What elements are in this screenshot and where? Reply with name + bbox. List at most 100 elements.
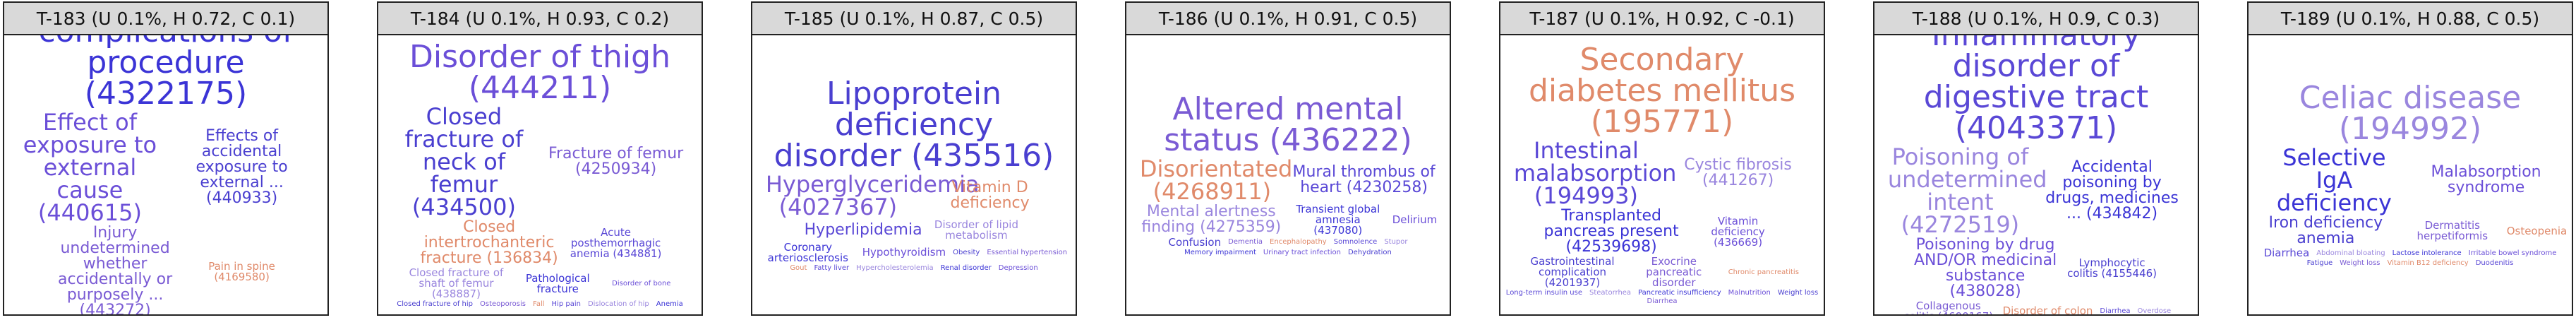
cloud-word: Cystic fibrosis (441267) [1684, 156, 1792, 189]
cloud-word: Anemia [656, 300, 683, 308]
cloud-word: Collagenous colitis (4600167) [1903, 299, 1993, 314]
cloud-word: Essential hypertension [987, 248, 1068, 256]
panel-title: T-187 (U 0.1%, H 0.92, C -0.1) [1500, 3, 1824, 35]
panel-title: T-184 (U 0.1%, H 0.93, C 0.2) [378, 3, 702, 35]
cloud-word: Closed intertrochanteric fracture (13683… [420, 218, 558, 267]
panel-title: T-185 (U 0.1%, H 0.87, C 0.5) [752, 3, 1076, 35]
cloud-word: Hypercholesterolemia [856, 263, 934, 272]
cloud-word: Depression [998, 263, 1038, 272]
cloud-word: Encephalopathy [1270, 238, 1327, 246]
word-cloud-panel: T-188 (U 0.1%, H 0.9, C 0.3)Inflammatory… [1873, 1, 2199, 316]
cloud-word: Closed fracture of neck of femur (434500… [404, 103, 524, 220]
word-cloud: Lipoprotein deficiency disorder (435516)… [752, 35, 1076, 314]
cloud-word: Delirium [1392, 213, 1438, 226]
cloud-word: Secondary diabetes mellitus (195771) [1528, 42, 1796, 140]
cloud-word: Vitamin deficiency (436669) [1711, 214, 1765, 249]
cloud-word: Fall [532, 300, 545, 308]
panel-title: T-186 (U 0.1%, H 0.91, C 0.5) [1126, 3, 1450, 35]
word-cloud: Celiac disease (194992) Selective IgA def… [2249, 35, 2572, 314]
cloud-word: Dementia [1228, 238, 1263, 246]
cloud-word: Somnolence [1333, 238, 1378, 246]
cloud-word: Weight loss [2340, 259, 2381, 267]
cloud-word: Pain in spine (4169580) [208, 259, 275, 283]
cloud-word: Hypothyroidism [862, 246, 946, 259]
cloud-word: Injury undetermined whether accidentally… [58, 223, 173, 314]
word-cloud-panel: T-186 (U 0.1%, H 0.91, C 0.5) Altered men… [1125, 1, 1451, 316]
cloud-word: Memory impairment [1184, 248, 1256, 256]
cloud-word: Abdominal bloating [2316, 249, 2385, 257]
cloud-word: Exocrine pancreatic disorder [1646, 255, 1702, 289]
cloud-word: Diarrhea [1647, 297, 1678, 305]
word-cloud: Secondary diabetes mellitus (195771) Inte… [1500, 35, 1824, 314]
cloud-word: Altered mental status (436222) [1164, 90, 1412, 158]
cloud-word: Obesity [953, 248, 980, 256]
cloud-word: Dehydration [1347, 248, 1392, 256]
cloud-word: Malnutrition [1728, 289, 1771, 297]
cloud-word: Weight loss [1777, 289, 1819, 297]
cloud-word: Fatigue [2306, 259, 2333, 267]
cloud-word: Overdose [2137, 307, 2172, 314]
cloud-word: Acute posthemorrhagic anemia (434881) [570, 225, 662, 260]
cloud-word: Lymphocytic colitis (4155446) [2067, 256, 2157, 280]
cloud-word: Inflammatory disorder of digestive tract… [1923, 35, 2149, 146]
cloud-word: Fracture of femur (4250934) [548, 145, 684, 178]
word-cloud-panel: T-184 (U 0.1%, H 0.93, C 0.2) Disorder of… [377, 1, 703, 316]
cloud-word: Mural thrombus of heart (4230258) [1292, 162, 1436, 196]
cloud-word: Mental alertness finding (4275359) [1141, 203, 1282, 236]
cloud-word: Coronary arteriosclerosis [767, 240, 848, 264]
cloud-word: Irritable bowel syndrome [2468, 249, 2557, 257]
cloud-word: Osteopenia [2506, 224, 2568, 237]
cloud-word: Duodenitis [2475, 259, 2514, 267]
cloud-word: Vitamin B12 deficiency [2387, 259, 2469, 267]
cloud-word: Poisoning by drug AND/OR medicinal subst… [1913, 235, 2057, 300]
cloud-word: Long-term insulin use [1505, 289, 1582, 297]
word-cloud: Disorder of thigh (444211) Closed fractur… [378, 35, 702, 314]
cloud-word: Chronic pancreatitis [1728, 268, 1799, 276]
cloud-word: Malabsorption syndrome [2431, 163, 2541, 196]
cloud-word: Transient global amnesia (437080) [1296, 202, 1380, 237]
cloud-word: Hyperglyceridemia (4027367) [765, 170, 980, 220]
cloud-word: Closed fracture of hip [397, 300, 474, 308]
cloud-word: Dislocation of hip [587, 300, 649, 308]
cloud-word: Hip pain [551, 300, 581, 308]
cloud-word: Iron deficiency anemia [2268, 214, 2383, 247]
cloud-word: Diarrhea [2263, 247, 2310, 259]
cloud-word: Disorder of lipid metabolism [934, 218, 1018, 242]
cloud-word: Poisoning of undetermined intent (427251… [1887, 143, 2047, 238]
cloud-word: Gout [790, 263, 807, 272]
word-cloud: Altered mental status (436222) Disorienta… [1126, 35, 1450, 314]
cloud-word: Disorder of bone [612, 279, 671, 288]
word-cloud-panel: T-187 (U 0.1%, H 0.92, C -0.1) Secondary … [1499, 1, 1825, 316]
word-cloud: Late effect of complications of procedur… [4, 35, 327, 314]
panel-title: T-183 (U 0.1%, H 0.72, C 0.1) [4, 3, 327, 35]
word-cloud-panel: T-185 (U 0.1%, H 0.87, C 0.5) Lipoprotein… [751, 1, 1077, 316]
word-cloud: Inflammatory disorder of digestive tract… [1874, 35, 2198, 314]
panel-title: T-188 (U 0.1%, H 0.9, C 0.3) [1874, 3, 2198, 35]
word-cloud-panel: T-183 (U 0.1%, H 0.72, C 0.1)Late effect… [3, 1, 329, 316]
cloud-word: Diarrhea [2100, 307, 2131, 314]
cloud-word: Celiac disease (194992) [2299, 80, 2522, 147]
cloud-word: Osteoporosis [480, 300, 526, 308]
cloud-word: Fatty liver [814, 263, 850, 272]
cloud-word: Steatorrhea [1589, 289, 1632, 297]
cloud-word: Dermatitis herpetiformis [2416, 219, 2488, 242]
cloud-word: Confusion [1168, 235, 1222, 249]
cloud-word: Gastrointestinal complication (4201937) [1530, 255, 1615, 289]
cloud-word: Hyperlipidemia [804, 220, 922, 239]
cloud-word: Intestinal malabsorption (194993) [1513, 137, 1677, 209]
cloud-word: Disorder of thigh (444211) [409, 39, 670, 106]
cloud-word: Late effect of complications of procedur… [38, 35, 293, 112]
cloud-word: Lipoprotein deficiency disorder (435516) [774, 75, 1054, 174]
cloud-word: Disorder of colon [2002, 304, 2093, 315]
cloud-word: Pancreatic insufficiency [1638, 289, 1721, 297]
cloud-word: Effects of accidental exposure to extern… [195, 126, 288, 207]
cloud-word: Lactose intolerance [2392, 249, 2462, 257]
cloud-word: Accidental poisoning by drugs, medicines… [2045, 158, 2179, 223]
cloud-word: Urinary tract infection [1263, 248, 1341, 256]
cloud-word: Stupor [1384, 238, 1408, 246]
cloud-word: Effect of exposure to external cause (44… [23, 108, 157, 226]
word-cloud-panel: T-189 (U 0.1%, H 0.88, C 0.5) Celiac dise… [2247, 1, 2573, 316]
panel-title: T-189 (U 0.1%, H 0.88, C 0.5) [2249, 3, 2572, 35]
cloud-word: Pathological fracture [525, 271, 590, 295]
